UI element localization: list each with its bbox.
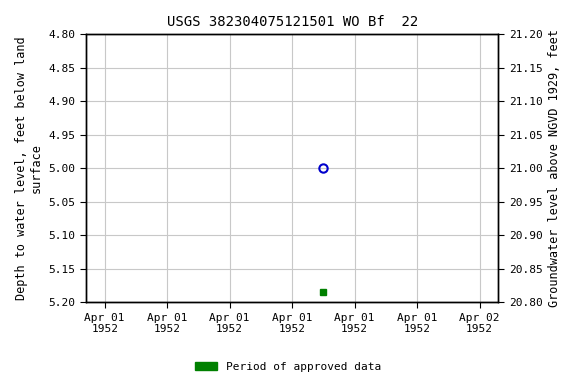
Y-axis label: Depth to water level, feet below land
surface: Depth to water level, feet below land su… — [15, 36, 43, 300]
Title: USGS 382304075121501 WO Bf  22: USGS 382304075121501 WO Bf 22 — [166, 15, 418, 29]
Legend: Period of approved data: Period of approved data — [191, 358, 385, 377]
Y-axis label: Groundwater level above NGVD 1929, feet: Groundwater level above NGVD 1929, feet — [548, 30, 561, 307]
